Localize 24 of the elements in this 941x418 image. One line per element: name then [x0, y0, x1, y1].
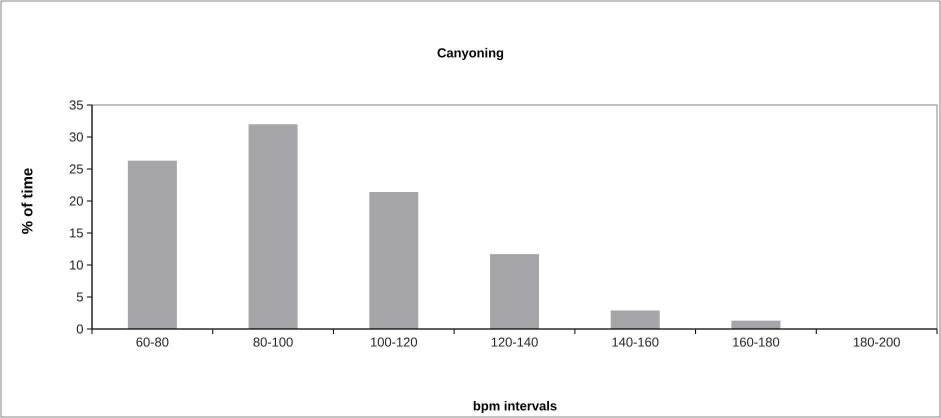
x-tick-label: 160-180: [733, 338, 780, 347]
x-tick-label: 120-140: [492, 338, 538, 347]
y-tick-label: 20: [70, 196, 83, 206]
bar: [731, 320, 780, 329]
x-axis-title: bpm intervals: [474, 400, 557, 414]
y-tick-label: 30: [70, 132, 83, 142]
y-tick-label: 10: [70, 260, 83, 270]
x-tick-label: 100-120: [371, 338, 418, 347]
chart-title: Canyoning: [438, 48, 504, 60]
y-tick-label: 0: [76, 324, 83, 334]
y-tick-label: 35: [70, 100, 83, 110]
x-tick-label: 180-200: [854, 338, 900, 347]
bar: [490, 254, 540, 329]
bar: [610, 310, 660, 329]
y-tick-label: 25: [70, 164, 83, 174]
x-tick-label: 140-160: [612, 338, 658, 347]
y-axis-title: % of time: [22, 168, 32, 234]
y-tick-label: 15: [70, 228, 83, 238]
y-tick-label: 5: [76, 292, 83, 302]
bar: [248, 124, 298, 329]
bar: [128, 160, 177, 329]
x-tick-label: 60-80: [136, 338, 168, 347]
x-tick-label: 80-100: [253, 338, 293, 347]
bar: [369, 192, 418, 329]
